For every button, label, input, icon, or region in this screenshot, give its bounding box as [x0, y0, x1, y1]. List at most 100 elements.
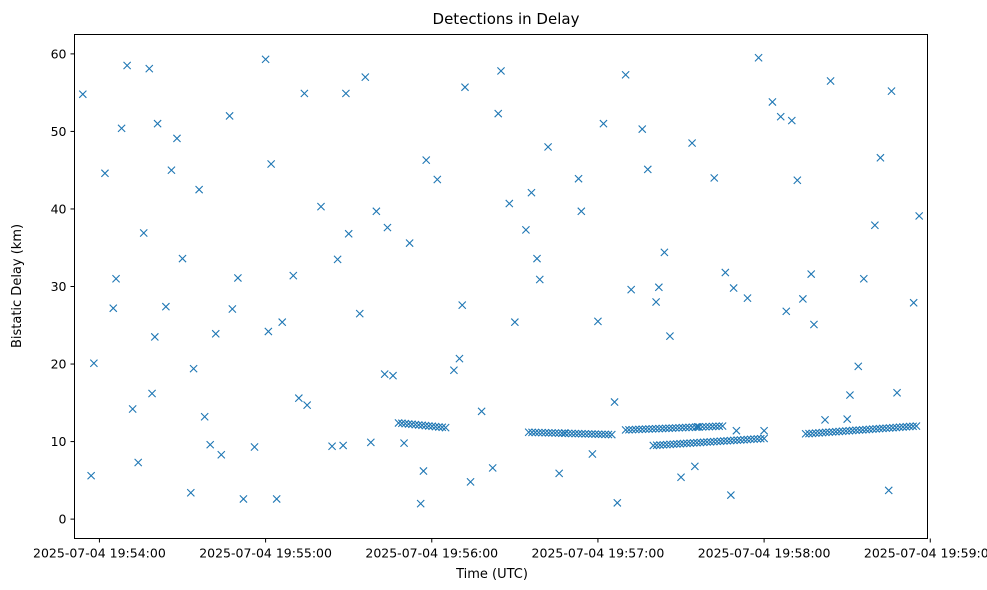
data-point: [643, 165, 652, 174]
track-point: [750, 435, 759, 444]
data-point: [361, 73, 370, 82]
data-point: [272, 494, 281, 503]
track-point: [868, 425, 877, 434]
data-point: [690, 462, 699, 471]
track-point: [723, 436, 732, 445]
data-point: [870, 221, 879, 230]
track-point: [902, 422, 911, 431]
track-point: [557, 429, 566, 438]
track-point: [681, 423, 690, 432]
y-tick-label: 50: [51, 124, 67, 139]
track-point: [688, 423, 697, 432]
data-point: [200, 412, 209, 421]
track-point: [678, 423, 687, 432]
track-point: [628, 425, 637, 434]
data-point: [78, 90, 87, 99]
track-point: [574, 429, 583, 438]
track-point: [547, 428, 556, 437]
data-point: [100, 169, 109, 178]
data-point: [416, 499, 425, 508]
track-point: [641, 425, 650, 434]
x-tick-label: 2025-07-04 19:54:00: [33, 546, 166, 561]
data-point: [178, 254, 187, 263]
data-point: [339, 441, 348, 450]
data-point: [264, 327, 273, 336]
track-point: [648, 424, 657, 433]
track-point: [682, 439, 691, 448]
data-point: [112, 274, 121, 283]
data-point: [497, 66, 505, 75]
data-point: [726, 491, 735, 500]
track-point: [645, 425, 654, 433]
data-point: [887, 87, 896, 96]
data-point: [610, 398, 619, 407]
track-point: [551, 429, 560, 438]
track-point: [577, 429, 586, 438]
data-point: [389, 371, 397, 380]
data-point: [134, 458, 143, 467]
track-point: [888, 423, 897, 432]
track-point: [831, 427, 840, 436]
track-point: [652, 441, 661, 450]
track-point: [651, 424, 660, 433]
track-point: [885, 423, 894, 432]
data-point: [148, 389, 157, 398]
track-point: [828, 427, 837, 436]
track-point: [858, 425, 867, 434]
data-point: [665, 332, 674, 341]
data-point: [225, 111, 234, 120]
track-point: [699, 438, 708, 447]
data-point: [593, 317, 602, 326]
data-point: [613, 498, 622, 507]
track-point: [531, 428, 540, 437]
track-points: [394, 418, 921, 450]
track-point: [528, 428, 537, 437]
data-point: [854, 362, 863, 371]
data-point: [787, 116, 796, 125]
data-point: [859, 274, 868, 283]
track-point: [756, 434, 765, 443]
track-point: [438, 423, 447, 432]
data-point: [652, 298, 661, 306]
track-point: [428, 422, 437, 431]
track-point: [401, 419, 410, 428]
track-point: [571, 429, 580, 438]
data-point: [228, 304, 237, 313]
track-point: [715, 422, 724, 431]
data-point: [383, 223, 392, 232]
track-point: [895, 423, 904, 432]
data-point: [316, 202, 325, 211]
data-point: [574, 174, 583, 183]
data-point: [458, 301, 467, 310]
data-point: [477, 407, 486, 416]
data-point: [123, 61, 132, 70]
track-point: [711, 422, 720, 431]
track-point: [865, 425, 874, 434]
track-point: [418, 421, 427, 430]
track-point: [659, 440, 668, 449]
x-tick-label: 2025-07-04 19:58:00: [698, 546, 831, 561]
track-point: [638, 425, 647, 434]
data-point: [278, 318, 287, 327]
track-point: [581, 429, 590, 438]
data-point: [688, 139, 697, 148]
x-axis-ticks: 2025-07-04 19:54:00 2025-07-04 19:55:00 20…: [33, 538, 987, 561]
data-point: [333, 255, 342, 264]
track-point: [537, 428, 546, 437]
track-point: [656, 441, 665, 450]
data-point: [328, 442, 337, 451]
data-point: [488, 463, 497, 472]
x-tick-label: 2025-07-04 19:55:00: [199, 546, 332, 561]
data-point: [821, 415, 830, 424]
y-tick-label: 0: [59, 512, 67, 527]
data-point: [422, 156, 431, 165]
track-point: [541, 428, 550, 437]
track-point: [708, 422, 717, 431]
data-point: [145, 64, 154, 73]
data-point: [239, 494, 248, 503]
track-point: [726, 436, 735, 445]
data-point: [189, 364, 198, 373]
track-point: [811, 429, 820, 438]
track-point: [892, 423, 901, 432]
